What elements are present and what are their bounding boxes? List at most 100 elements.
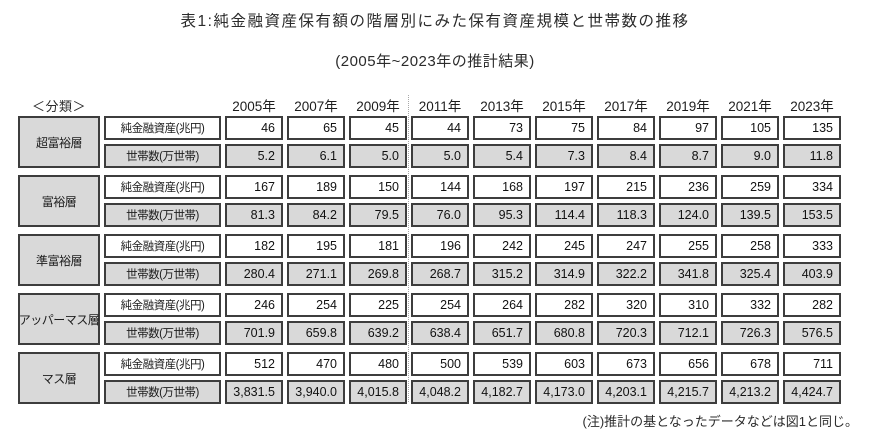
household-value-cell: 4,424.7	[783, 380, 841, 404]
asset-value-cell: 480	[349, 352, 407, 376]
metric-label-households: 世帯数(万世帯)	[104, 321, 221, 345]
asset-value-cell: 282	[535, 293, 593, 317]
household-value-cell: 314.9	[535, 262, 593, 286]
asset-value-cell: 182	[225, 234, 283, 258]
asset-value-cell: 334	[783, 175, 841, 199]
year-header-row: ＜分類＞ 2005年 2007年 2009年 2011年 2013年 2015年 2017年…	[18, 95, 841, 115]
asset-value-cell: 678	[721, 352, 779, 376]
metric-label-assets: 純金融資産(兆円)	[104, 116, 221, 140]
household-value-cell: 5.0	[411, 144, 469, 168]
household-value-cell: 712.1	[659, 321, 717, 345]
asset-value-cell: 254	[287, 293, 345, 317]
household-value-cell: 114.4	[535, 203, 593, 227]
household-value-cell: 322.2	[597, 262, 655, 286]
year-header-label: 2023年	[790, 99, 834, 114]
asset-value-cell: 255	[659, 234, 717, 258]
asset-value-cell: 225	[349, 293, 407, 317]
asset-value-cell: 135	[783, 116, 841, 140]
asset-value-cell: 236	[659, 175, 717, 199]
household-value-cell: 269.8	[349, 262, 407, 286]
year-header-label: 2021年	[728, 99, 772, 114]
household-value-cell: 79.5	[349, 203, 407, 227]
asset-tier-table: ＜分類＞ 2005年 2007年 2009年 2011年 2013年 2015年 2017年…	[18, 95, 841, 404]
year-header-label: 2009年	[356, 99, 400, 114]
asset-value-cell: 673	[597, 352, 655, 376]
asset-value-cell: 144	[411, 175, 469, 199]
tier-label: 準富裕層	[18, 234, 100, 286]
household-value-cell: 5.4	[473, 144, 531, 168]
metric-label-households: 世帯数(万世帯)	[104, 380, 221, 404]
tier-label: アッパーマス層	[18, 293, 100, 345]
household-value-cell: 124.0	[659, 203, 717, 227]
household-value-cell: 81.3	[225, 203, 283, 227]
asset-value-cell: 168	[473, 175, 531, 199]
household-value-cell: 4,173.0	[535, 380, 593, 404]
metric-label-assets: 純金融資産(兆円)	[104, 234, 221, 258]
tier-block: アッパーマス層 純金融資産(兆円) 246 254 225 254 264 282 320 310…	[18, 293, 841, 345]
asset-value-cell: 150	[349, 175, 407, 199]
asset-value-cell: 44	[411, 116, 469, 140]
household-value-cell: 638.4	[411, 321, 469, 345]
asset-value-cell: 247	[597, 234, 655, 258]
household-value-cell: 8.7	[659, 144, 717, 168]
household-value-cell: 139.5	[721, 203, 779, 227]
asset-value-cell: 500	[411, 352, 469, 376]
asset-value-cell: 181	[349, 234, 407, 258]
asset-value-cell: 197	[535, 175, 593, 199]
asset-value-cell: 603	[535, 352, 593, 376]
household-value-cell: 95.3	[473, 203, 531, 227]
metric-label-households: 世帯数(万世帯)	[104, 262, 221, 286]
asset-value-cell: 333	[783, 234, 841, 258]
asset-value-cell: 512	[225, 352, 283, 376]
asset-value-cell: 539	[473, 352, 531, 376]
year-header-label: 2013年	[480, 99, 524, 114]
household-value-cell: 9.0	[721, 144, 779, 168]
household-value-cell: 726.3	[721, 321, 779, 345]
household-value-cell: 701.9	[225, 321, 283, 345]
household-value-cell: 7.3	[535, 144, 593, 168]
year-header-label: 2007年	[294, 99, 338, 114]
asset-value-cell: 310	[659, 293, 717, 317]
year-header-label: 2005年	[232, 99, 276, 114]
household-value-cell: 341.8	[659, 262, 717, 286]
figure-subtitle: (2005年~2023年の推計結果)	[335, 53, 535, 70]
household-value-cell: 6.1	[287, 144, 345, 168]
year-header-label: 2017年	[604, 99, 648, 114]
asset-value-cell: 282	[783, 293, 841, 317]
asset-value-cell: 245	[535, 234, 593, 258]
household-value-cell: 3,831.5	[225, 380, 283, 404]
tier-label: 富裕層	[18, 175, 100, 227]
household-value-cell: 8.4	[597, 144, 655, 168]
household-value-cell: 4,213.2	[721, 380, 779, 404]
tier-label: マス層	[18, 352, 100, 404]
household-value-cell: 4,182.7	[473, 380, 531, 404]
asset-value-cell: 46	[225, 116, 283, 140]
household-value-cell: 403.9	[783, 262, 841, 286]
household-value-cell: 325.4	[721, 262, 779, 286]
asset-value-cell: 73	[473, 116, 531, 140]
household-value-cell: 639.2	[349, 321, 407, 345]
metric-label-assets: 純金融資産(兆円)	[104, 175, 221, 199]
household-value-cell: 280.4	[225, 262, 283, 286]
asset-value-cell: 470	[287, 352, 345, 376]
asset-value-cell: 656	[659, 352, 717, 376]
metric-label-assets: 純金融資産(兆円)	[104, 352, 221, 376]
household-value-cell: 271.1	[287, 262, 345, 286]
asset-value-cell: 711	[783, 352, 841, 376]
asset-value-cell: 75	[535, 116, 593, 140]
asset-value-cell: 189	[287, 175, 345, 199]
asset-value-cell: 167	[225, 175, 283, 199]
household-value-cell: 153.5	[783, 203, 841, 227]
household-value-cell: 268.7	[411, 262, 469, 286]
household-value-cell: 651.7	[473, 321, 531, 345]
household-value-cell: 118.3	[597, 203, 655, 227]
tier-block: マス層 純金融資産(兆円) 512 470 480 500 539 603 673 656 678 7…	[18, 352, 841, 404]
household-value-cell: 5.2	[225, 144, 283, 168]
household-value-cell: 11.8	[783, 144, 841, 168]
household-value-cell: 76.0	[411, 203, 469, 227]
asset-value-cell: 332	[721, 293, 779, 317]
asset-value-cell: 97	[659, 116, 717, 140]
asset-value-cell: 105	[721, 116, 779, 140]
asset-value-cell: 65	[287, 116, 345, 140]
